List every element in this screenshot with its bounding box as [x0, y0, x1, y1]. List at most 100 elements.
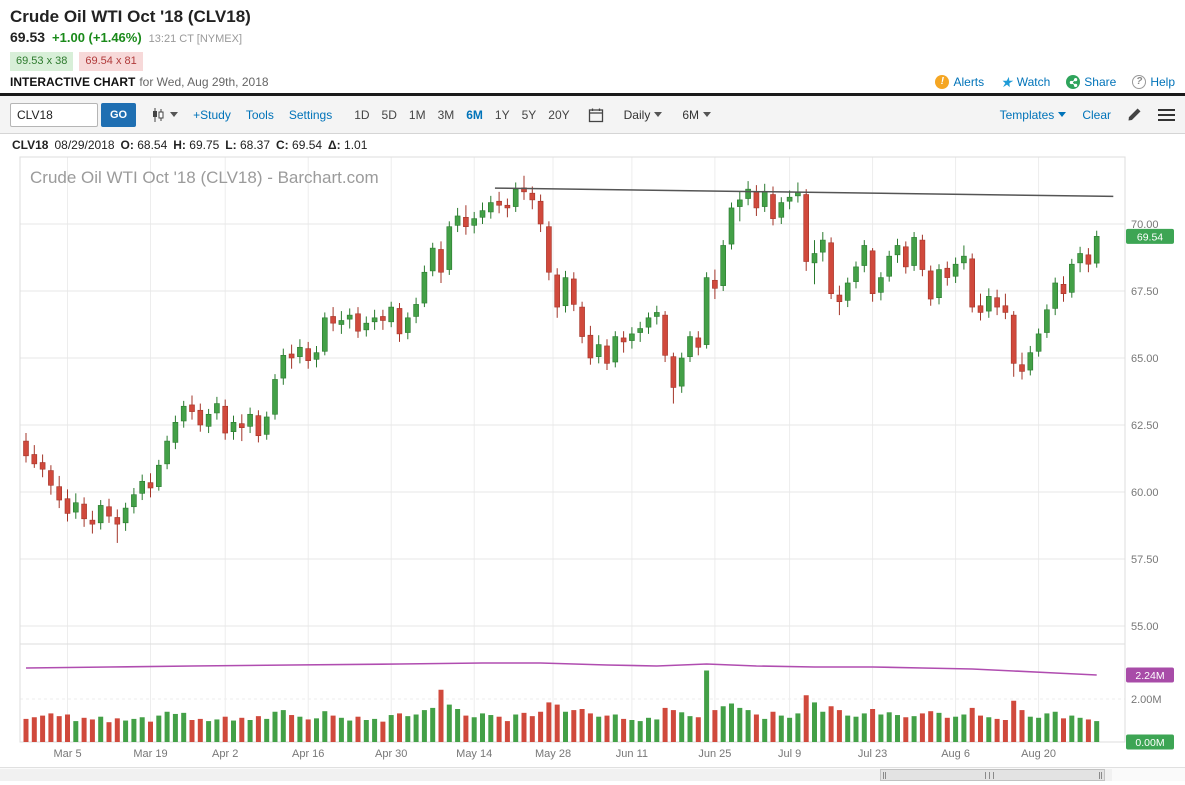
svg-text:65.00: 65.00 — [1131, 353, 1159, 365]
menu-button[interactable] — [1158, 106, 1175, 124]
toolbar-right: Templates Clear — [980, 106, 1175, 124]
svg-text:2.00M: 2.00M — [1131, 694, 1162, 706]
plot-borders — [19, 156, 1126, 743]
scrollbar-thumb[interactable] — [880, 769, 1105, 781]
chevron-down-icon — [654, 112, 663, 117]
svg-text:Jun 11: Jun 11 — [616, 748, 648, 760]
ohlc-low: 68.37 — [239, 137, 270, 152]
trendline[interactable] — [494, 187, 1114, 198]
section-row: INTERACTIVE CHART for Wed, Aug 29th, 201… — [10, 75, 1175, 93]
candlestick-icon — [153, 107, 164, 122]
scrollbar-track[interactable] — [0, 769, 1112, 781]
chevron-down-icon — [170, 112, 179, 117]
last-price: 69.53 — [10, 29, 46, 45]
range-5y[interactable]: 5Y — [521, 107, 537, 122]
frequency-value: Daily — [623, 107, 651, 122]
ohlc-symbol: CLV18 — [12, 137, 49, 152]
svg-text:62.50: 62.50 — [1131, 420, 1159, 432]
ask-badge: 69.54 x 81 — [79, 52, 143, 71]
svg-text:57.50: 57.50 — [1131, 554, 1159, 566]
draw-tool-button[interactable] — [1127, 107, 1142, 122]
svg-text:70.00: 70.00 — [1131, 219, 1159, 231]
svg-text:69.54: 69.54 — [1137, 231, 1163, 243]
svg-text:Jun 25: Jun 25 — [698, 748, 731, 760]
svg-text:Apr 2: Apr 2 — [212, 748, 238, 760]
price-row: 69.53 +1.00 (+1.46%) 13:21 CT [NYMEX] — [10, 28, 1175, 48]
ohlc-open: 68.54 — [137, 137, 168, 152]
tools-link[interactable]: Tools — [245, 107, 274, 122]
page-title: Crude Oil WTI Oct '18 (CLV18) — [10, 7, 251, 26]
ohlc-change: 1.01 — [344, 137, 368, 152]
chart-type-dropdown[interactable] — [150, 107, 179, 123]
svg-text:Apr 16: Apr 16 — [292, 748, 324, 760]
open-interest-line — [25, 662, 1097, 676]
svg-text:Mar 19: Mar 19 — [133, 748, 167, 760]
quote-header: Crude Oil WTI Oct '18 (CLV18) 69.53 +1.0… — [0, 0, 1185, 96]
bid-badge: 69.53 x 38 — [10, 52, 74, 71]
svg-text:May 14: May 14 — [456, 748, 492, 760]
last-price-badge: 69.54 — [1126, 228, 1174, 244]
templates-label: Templates — [999, 107, 1055, 122]
svg-text:Jul 9: Jul 9 — [778, 748, 801, 760]
alert-icon — [935, 75, 950, 89]
frequency-dropdown[interactable]: Daily — [624, 108, 663, 122]
candles — [23, 175, 1100, 543]
ohlc-high: 69.75 — [189, 137, 220, 152]
templates-dropdown[interactable]: Templates — [1000, 108, 1067, 122]
svg-text:67.50: 67.50 — [1131, 286, 1159, 298]
period-dropdown[interactable]: 6M — [682, 108, 711, 122]
ohlc-close: 69.54 — [292, 137, 323, 152]
range-buttons: 1D 5D 1M 3M 6M 1Y 5Y 20Y — [354, 108, 569, 122]
add-study-link[interactable]: +Study — [193, 107, 231, 122]
range-1y[interactable]: 1Y — [494, 107, 510, 122]
chevron-down-icon — [702, 112, 711, 117]
range-1d[interactable]: 1D — [354, 107, 370, 122]
chevron-down-icon — [1058, 112, 1067, 117]
header-links: Alerts Watch Share Help — [935, 75, 1175, 89]
go-button[interactable]: GO — [101, 102, 137, 127]
price-change: +1.00 (+1.46%) — [52, 30, 142, 45]
calendar-button[interactable] — [588, 107, 604, 123]
section-date: for Wed, Aug 29th, 2018 — [139, 75, 269, 89]
svg-text:0.00M: 0.00M — [1135, 737, 1164, 749]
scrollbar-right-handle[interactable] — [1099, 772, 1102, 779]
x-axis-labels: Mar 5 Mar 19 Apr 2 Apr 16 Apr 30 May 14 May 28… — [53, 748, 1056, 760]
range-20y[interactable]: 20Y — [548, 107, 570, 122]
ohlc-bar: CLV18 08/29/2018 O: 68.54 H: 69.75 L: 68… — [12, 137, 368, 152]
range-3m[interactable]: 3M — [437, 107, 455, 122]
svg-text:Aug 20: Aug 20 — [1021, 748, 1056, 760]
candlestick-chart[interactable]: 70.00 67.50 65.00 62.50 60.00 57.50 55.00 2.00M… — [0, 155, 1185, 767]
alerts-link[interactable]: Alerts — [935, 75, 984, 89]
svg-text:Mar 5: Mar 5 — [53, 748, 81, 760]
symbol-input[interactable] — [10, 102, 98, 127]
volume-zero-badge: 0.00M — [1126, 734, 1174, 750]
range-6m[interactable]: 6M — [466, 107, 483, 122]
scrollbar-left-handle[interactable] — [883, 772, 886, 779]
open-interest-badge: 2.24M — [1126, 667, 1174, 683]
calendar-icon — [588, 108, 603, 122]
svg-text:60.00: 60.00 — [1131, 487, 1159, 499]
settings-link[interactable]: Settings — [288, 107, 333, 122]
chart-hscrollbar — [0, 767, 1185, 781]
alerts-label: Alerts — [953, 75, 985, 89]
range-1m[interactable]: 1M — [408, 107, 426, 122]
price-axis-labels: 70.00 67.50 65.00 62.50 60.00 57.50 55.00 2.00M — [1131, 219, 1162, 706]
ohlc-date: 08/29/2018 — [54, 137, 115, 152]
chart-area[interactable]: 70.00 67.50 65.00 62.50 60.00 57.50 55.00 2.00M… — [0, 155, 1185, 767]
help-link[interactable]: Help — [1132, 75, 1175, 89]
share-icon — [1066, 75, 1081, 89]
menu-icon — [1158, 108, 1175, 111]
share-link[interactable]: Share — [1066, 75, 1116, 89]
svg-text:Jul 23: Jul 23 — [858, 748, 887, 760]
clear-link[interactable]: Clear — [1082, 107, 1111, 122]
chart-toolbar: GO +Study Tools Settings 1D 5D 1M 3M 6M … — [0, 96, 1185, 134]
vertical-gridlines — [67, 157, 1040, 742]
watch-link[interactable]: Watch — [1000, 75, 1051, 89]
help-label: Help — [1150, 75, 1175, 89]
star-icon — [1000, 75, 1013, 89]
watch-label: Watch — [1016, 75, 1051, 89]
range-5d[interactable]: 5D — [381, 107, 397, 122]
chart-watermark: Crude Oil WTI Oct '18 (CLV18) - Barchart… — [30, 168, 379, 187]
share-label: Share — [1084, 75, 1117, 89]
quote-time: 13:21 CT [NYMEX] — [148, 33, 243, 45]
